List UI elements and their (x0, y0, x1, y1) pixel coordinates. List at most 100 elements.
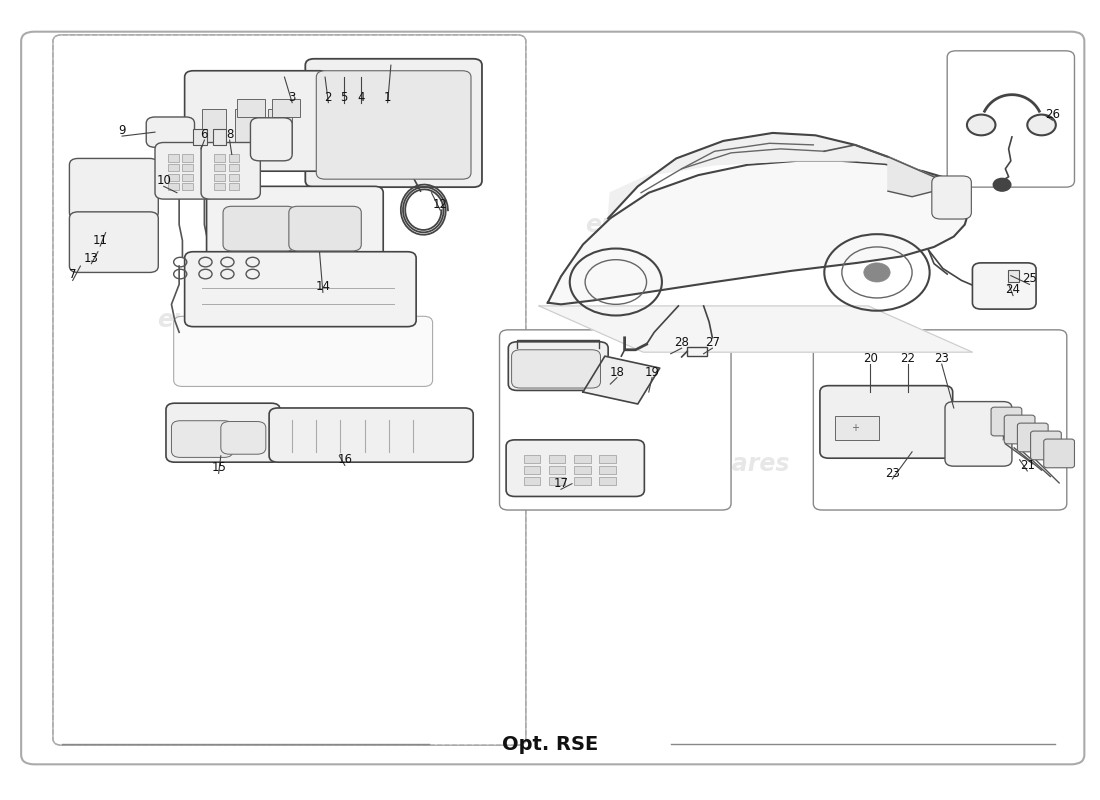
FancyBboxPatch shape (1018, 423, 1048, 452)
Text: eurospares: eurospares (157, 308, 307, 332)
Text: 25: 25 (1022, 272, 1037, 286)
FancyBboxPatch shape (69, 158, 158, 219)
FancyBboxPatch shape (166, 403, 280, 462)
Text: 12: 12 (432, 198, 448, 211)
Bar (183, 183, 194, 190)
Circle shape (864, 263, 890, 282)
Bar (229, 164, 240, 171)
Bar (183, 174, 194, 181)
Bar (524, 455, 540, 463)
Bar (235, 109, 260, 153)
FancyBboxPatch shape (306, 58, 482, 187)
Text: 23: 23 (884, 467, 900, 480)
Text: 9: 9 (119, 124, 125, 137)
Bar (549, 466, 565, 474)
Text: 24: 24 (1005, 283, 1021, 297)
Bar (524, 466, 540, 474)
Bar (273, 99, 300, 117)
Text: 26: 26 (1045, 108, 1060, 121)
Text: 11: 11 (92, 234, 108, 247)
Text: 17: 17 (553, 478, 569, 490)
FancyBboxPatch shape (185, 252, 416, 326)
FancyBboxPatch shape (1031, 431, 1062, 460)
FancyBboxPatch shape (201, 142, 261, 199)
Text: 7: 7 (69, 267, 77, 281)
Bar (574, 466, 591, 474)
FancyBboxPatch shape (270, 408, 473, 462)
Bar (835, 416, 879, 440)
Bar (600, 466, 616, 474)
Text: 27: 27 (705, 336, 719, 349)
Bar (268, 109, 293, 153)
FancyBboxPatch shape (251, 118, 293, 161)
Bar (600, 478, 616, 486)
Bar (202, 109, 227, 153)
FancyBboxPatch shape (499, 330, 732, 510)
Text: 21: 21 (1020, 459, 1035, 472)
Text: 18: 18 (609, 366, 625, 378)
Bar (229, 154, 240, 162)
Bar (168, 174, 179, 181)
Text: 3: 3 (288, 90, 296, 103)
Bar (688, 346, 707, 356)
Bar (229, 183, 240, 190)
Bar (168, 183, 179, 190)
Text: 8: 8 (226, 128, 233, 141)
Bar (214, 164, 225, 171)
Bar (549, 455, 565, 463)
Text: 13: 13 (84, 251, 99, 265)
FancyBboxPatch shape (174, 316, 432, 386)
Bar (213, 129, 227, 145)
Text: eurospares: eurospares (585, 213, 735, 237)
FancyBboxPatch shape (223, 206, 296, 251)
Circle shape (993, 178, 1011, 191)
Polygon shape (548, 161, 969, 304)
FancyBboxPatch shape (221, 422, 266, 454)
FancyBboxPatch shape (207, 186, 383, 259)
Bar (238, 99, 265, 117)
Bar (183, 154, 194, 162)
Text: +: + (851, 423, 859, 433)
Text: 1: 1 (384, 90, 392, 103)
Bar (214, 183, 225, 190)
FancyBboxPatch shape (185, 70, 329, 171)
FancyBboxPatch shape (508, 342, 608, 390)
Text: 5: 5 (340, 90, 348, 103)
Text: 14: 14 (316, 280, 330, 294)
Text: 20: 20 (864, 352, 878, 365)
FancyBboxPatch shape (991, 407, 1022, 436)
Bar (549, 478, 565, 486)
Bar (574, 455, 591, 463)
Text: 10: 10 (156, 174, 172, 187)
Bar (214, 174, 225, 181)
FancyBboxPatch shape (512, 350, 601, 388)
Text: eurospares: eurospares (640, 452, 790, 476)
Bar (194, 129, 207, 145)
FancyBboxPatch shape (146, 117, 195, 147)
Text: 2: 2 (324, 90, 332, 103)
Bar (214, 154, 225, 162)
FancyBboxPatch shape (813, 330, 1067, 510)
FancyBboxPatch shape (506, 440, 645, 497)
FancyBboxPatch shape (289, 206, 361, 251)
FancyBboxPatch shape (172, 421, 233, 458)
Circle shape (967, 114, 996, 135)
Bar (574, 478, 591, 486)
Bar (1008, 270, 1019, 282)
FancyBboxPatch shape (53, 35, 526, 745)
Text: 23: 23 (934, 352, 949, 365)
FancyBboxPatch shape (1044, 439, 1075, 468)
Polygon shape (583, 356, 660, 404)
Text: 4: 4 (358, 90, 365, 103)
Bar (600, 455, 616, 463)
FancyBboxPatch shape (947, 51, 1075, 187)
FancyBboxPatch shape (1004, 415, 1035, 444)
Text: Opt. RSE: Opt. RSE (502, 735, 598, 754)
Bar (168, 164, 179, 171)
Bar (168, 154, 179, 162)
Polygon shape (608, 133, 937, 218)
FancyBboxPatch shape (945, 402, 1012, 466)
FancyBboxPatch shape (21, 32, 1085, 764)
Text: 6: 6 (200, 128, 208, 141)
FancyBboxPatch shape (155, 142, 214, 199)
